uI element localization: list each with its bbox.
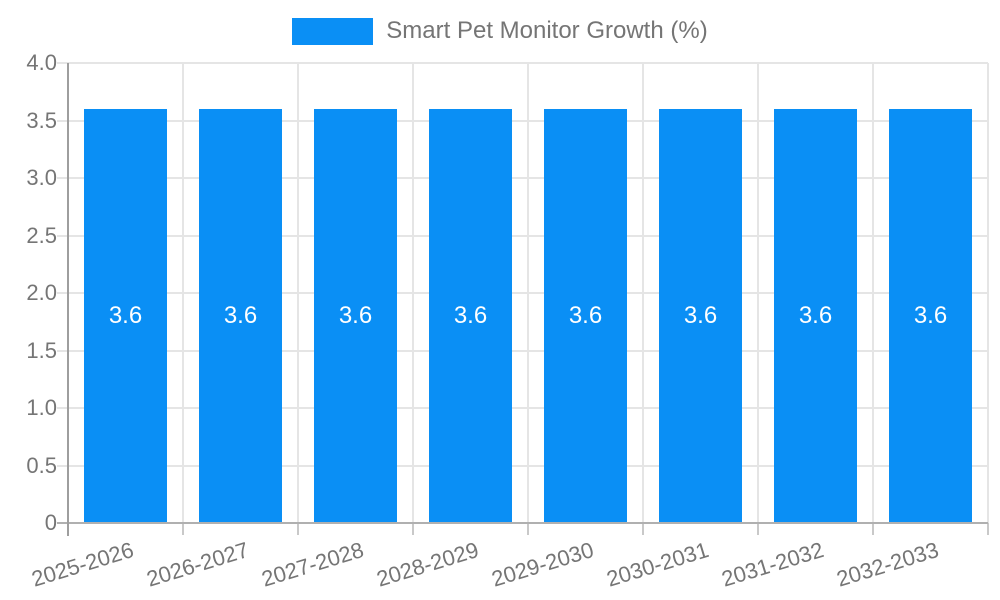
x-tick-label: 2029-2030 [488,537,597,592]
x-axis-tick [872,523,874,535]
gridline-vertical [987,63,989,523]
gridline-vertical [872,63,874,523]
bar-value-label: 3.6 [338,302,373,329]
x-axis-tick [412,523,414,535]
x-axis-tick [987,523,989,535]
bar [889,109,972,523]
legend-label: Smart Pet Monitor Growth (%) [386,17,708,44]
y-tick-label: 4.0 [26,50,57,75]
bar [84,109,167,523]
gridline-horizontal [57,407,988,409]
legend-swatch-icon [292,17,374,45]
bar [429,109,512,523]
y-tick-label: 1.0 [26,395,57,420]
x-tick-label: 2030-2031 [603,537,712,592]
x-axis-tick [527,523,529,535]
plot-area: 3.6 3.6 3.6 3.6 3.6 3.6 3.6 3.6 [57,62,989,535]
gridline-horizontal [57,234,988,237]
bar-value-label: 3.6 [223,302,258,329]
bar-value-label: 3.6 [913,302,948,329]
gridline-vertical [182,63,184,523]
x-tick-label: 2027-2028 [258,537,367,592]
gridline-vertical [297,63,299,523]
x-tick-label: 2025-2026 [28,537,137,592]
bar-value-label: 3.6 [568,302,603,329]
y-tick-label: 2.0 [26,280,57,305]
x-tick-label: 2032-2033 [833,537,942,592]
gridline-horizontal [57,349,988,352]
bar-value-label: 3.6 [453,302,488,329]
gridline-horizontal [57,119,988,122]
x-axis-tick-labels: 2025-2026 2026-2027 2027-2028 2028-2029 2029… [29,537,988,600]
bar [544,109,627,523]
x-axis-tick [757,523,759,535]
y-tick-label: 0 [44,510,57,535]
gridline-vertical [527,63,529,523]
y-axis-line [67,63,69,536]
x-axis-baseline [57,522,988,524]
y-tick-label: 3.0 [26,165,57,190]
x-tick-label: 2031-2032 [718,537,827,592]
y-tick-label: 2.5 [26,222,57,248]
gridline-horizontal [57,292,988,294]
bar [659,109,742,523]
bar-value-label: 3.6 [683,302,718,329]
y-axis-tick-labels: 4.0 3.5 3.0 2.5 2.0 1.5 1.0 0.5 0 [0,50,57,535]
gridline-vertical [412,63,414,523]
y-tick-label: 1.5 [26,337,57,363]
bar-value-label: 3.6 [108,302,143,329]
bar [774,109,857,523]
y-tick-label: 3.5 [26,107,57,133]
gridline-horizontal [57,62,988,64]
x-axis-tick [182,523,184,535]
x-tick-label: 2028-2029 [373,537,482,592]
gridline-vertical [642,63,644,523]
bar [314,109,397,523]
x-axis-tick [297,523,299,535]
y-tick-label: 0.5 [26,452,57,478]
bar [199,109,282,523]
gridline-horizontal [57,464,988,467]
gridline-vertical [757,63,759,523]
x-tick-label: 2026-2027 [143,537,252,592]
bar-value-label: 3.6 [798,302,833,329]
gridline-horizontal [57,177,988,179]
chart-legend: Smart Pet Monitor Growth (%) [0,17,1000,45]
x-axis-tick [642,523,644,535]
